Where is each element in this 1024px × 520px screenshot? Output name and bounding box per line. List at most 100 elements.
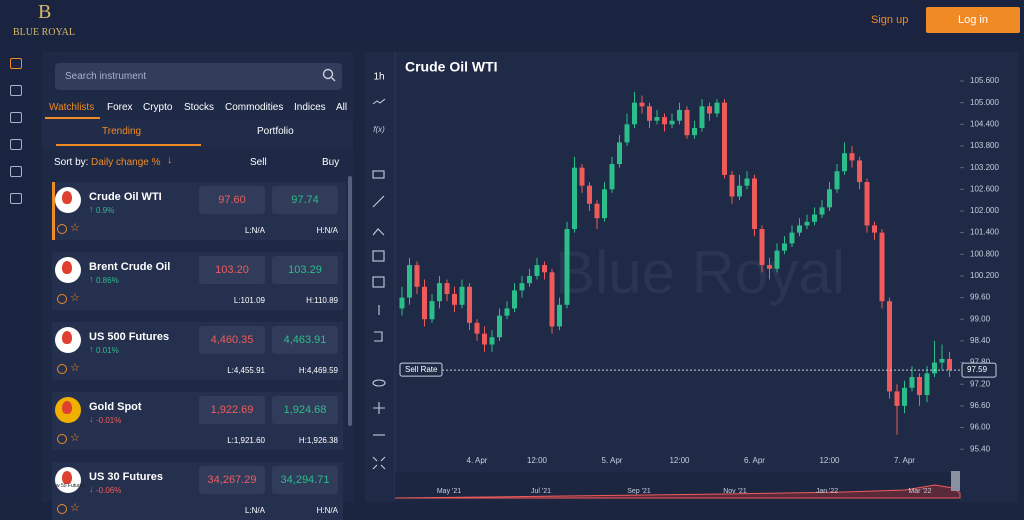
log-in[interactable]: Log in: [926, 7, 1020, 33]
nav-icon[interactable]: [10, 85, 22, 96]
interval[interactable]: 1h: [373, 72, 384, 83]
candle-body: [909, 376, 915, 388]
tab[interactable]: All: [336, 102, 348, 113]
star-icon[interactable]: ☆: [70, 362, 80, 374]
buy-price[interactable]: 97.74: [272, 186, 338, 214]
tab[interactable]: Watchlists: [49, 102, 95, 113]
candle-body: [422, 286, 427, 320]
candle-body: [722, 102, 727, 175]
info-icon[interactable]: [57, 294, 67, 304]
candle-body: [849, 153, 855, 161]
candle-body: [669, 120, 675, 125]
toolbar-icons[interactable]: [372, 170, 386, 470]
y-tick-label: 100.200: [970, 271, 999, 280]
buy-header: Buy: [322, 157, 340, 168]
candle-body: [932, 362, 937, 374]
nav-icon[interactable]: [10, 112, 22, 123]
sign-up[interactable]: Sign up: [871, 14, 909, 26]
candle-body: [609, 164, 615, 190]
candle-body: [407, 265, 412, 298]
high-price: H:110.89: [306, 296, 338, 305]
candle-body: [639, 102, 645, 107]
watermark: Blue Royal: [555, 239, 845, 306]
y-tick-label: 98.40: [970, 336, 991, 345]
candle-body: [707, 106, 712, 114]
sort-value[interactable]: Daily change %: [91, 157, 161, 168]
candle-body: [519, 283, 525, 291]
info-icon[interactable]: [57, 364, 67, 374]
search-placeholder: Search instrument: [65, 71, 147, 82]
nav-icon[interactable]: [10, 58, 22, 69]
candle-body: [782, 243, 787, 251]
price-line-tag: [399, 362, 443, 377]
x-tick-label: 12:00: [527, 456, 548, 465]
y-tick-label: 103.200: [970, 163, 999, 172]
candle-body: [459, 286, 465, 305]
instrument-icon-flame: [62, 471, 72, 484]
y-tick-label: 103.800: [970, 141, 999, 150]
candle-body: [542, 265, 547, 273]
tab[interactable]: Indices: [294, 102, 326, 113]
chart-title: Crude Oil WTI: [405, 59, 498, 75]
candle-body: [602, 189, 607, 219]
info-icon[interactable]: [57, 434, 67, 444]
star-icon[interactable]: ☆: [70, 222, 80, 234]
candle-body: [789, 232, 795, 244]
navigator-label: Jan '22: [816, 488, 838, 495]
navigator-label: Sep '21: [627, 488, 651, 495]
y-tick-label: 96.60: [970, 401, 991, 410]
subtab[interactable]: Portfolio: [257, 126, 294, 137]
candle-body: [804, 221, 810, 226]
price-value-tag: [961, 362, 997, 378]
info-icon[interactable]: [57, 224, 67, 234]
candle-body: [774, 250, 780, 269]
candle-body: [699, 106, 705, 128]
tool-icon[interactable]: [372, 98, 386, 105]
functions[interactable]: f(x): [373, 125, 385, 134]
change-arrow: ↑: [89, 204, 94, 214]
x-tick-label: 5. Apr: [602, 456, 623, 465]
sell-price[interactable]: 4,460.35: [199, 326, 265, 354]
scrollbar[interactable]: [348, 176, 352, 426]
sell-price[interactable]: 34,267.29: [199, 466, 265, 494]
search-box[interactable]: [55, 63, 342, 90]
sell-price[interactable]: 1,922.69: [199, 396, 265, 424]
sell-price[interactable]: 103.20: [199, 256, 265, 284]
info-icon[interactable]: [57, 504, 67, 514]
candle-body: [497, 315, 502, 338]
navigator-handle[interactable]: [951, 471, 960, 491]
buy-price[interactable]: 1,924.68: [272, 396, 338, 424]
change-arrow: ↑: [89, 274, 94, 284]
candle-body: [527, 275, 532, 284]
star-icon[interactable]: ☆: [70, 432, 80, 444]
logo-letter: B: [38, 1, 52, 23]
logo-text: BLUE ROYAL: [13, 27, 75, 38]
candle-body: [677, 109, 682, 121]
nav-icon[interactable]: [10, 166, 22, 177]
star-icon[interactable]: ☆: [70, 292, 80, 304]
change-arrow: ↑: [89, 344, 94, 354]
daily-change: 0.01%: [96, 346, 119, 355]
tab[interactable]: Crypto: [143, 102, 173, 113]
x-tick-label: 7. Apr: [894, 456, 915, 465]
nav-icon[interactable]: [10, 193, 22, 204]
instrument-icon-label: w 50 Futures: [56, 483, 85, 489]
tab[interactable]: Forex: [107, 102, 133, 113]
sell-price[interactable]: 97.60: [199, 186, 265, 214]
subtab[interactable]: Trending: [102, 126, 142, 137]
candle-body: [842, 153, 847, 172]
tab[interactable]: Commodities: [225, 102, 284, 113]
star-icon[interactable]: ☆: [70, 502, 80, 514]
chart: 1h f(x) Crude Oil WTI Blue Royal 105.600…: [372, 52, 999, 502]
buy-price[interactable]: 4,463.91: [272, 326, 338, 354]
nav-icon[interactable]: [10, 139, 22, 150]
candle-body: [939, 358, 945, 363]
buy-price[interactable]: 34,294.71: [272, 466, 338, 494]
change-arrow: ↓: [89, 484, 94, 494]
buy-price[interactable]: 103.29: [272, 256, 338, 284]
candle-body: [902, 387, 907, 406]
candle-body: [744, 178, 750, 186]
candle-body: [767, 265, 772, 269]
x-tick-label: 12:00: [669, 456, 690, 465]
tab[interactable]: Stocks: [184, 102, 215, 113]
